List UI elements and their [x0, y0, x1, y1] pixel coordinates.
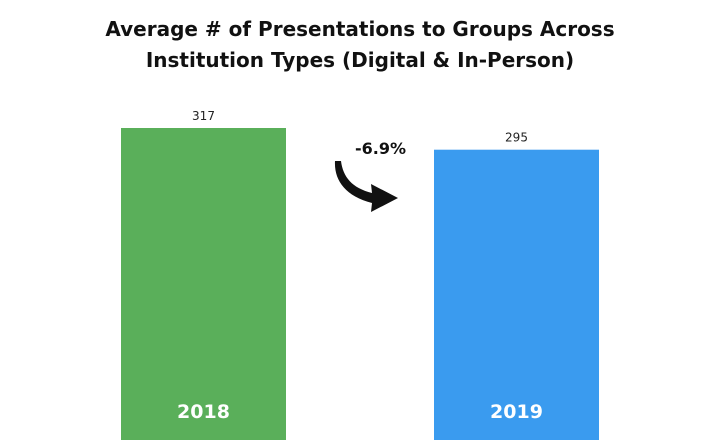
bars-layer	[121, 128, 599, 440]
bar-2018	[121, 128, 286, 440]
chart-title-line-1: Average # of Presentations to Groups Acr…	[105, 17, 615, 41]
change-annotation: -6.9%	[334, 139, 406, 212]
value-label-2019: 295	[505, 131, 528, 145]
change-percent-label: -6.9%	[355, 139, 406, 158]
chart-title: Average # of Presentations to Groups Acr…	[0, 14, 720, 76]
curved-arrow-icon	[334, 161, 398, 212]
category-label-2019: 2019	[490, 401, 543, 423]
bar-2019	[434, 149, 599, 440]
value-label-2018: 317	[192, 109, 215, 123]
labels-layer: 317 2018 295 2019	[177, 109, 543, 423]
chart-title-line-2: Institution Types (Digital & In-Person)	[145, 48, 575, 72]
category-label-2018: 2018	[177, 401, 230, 423]
